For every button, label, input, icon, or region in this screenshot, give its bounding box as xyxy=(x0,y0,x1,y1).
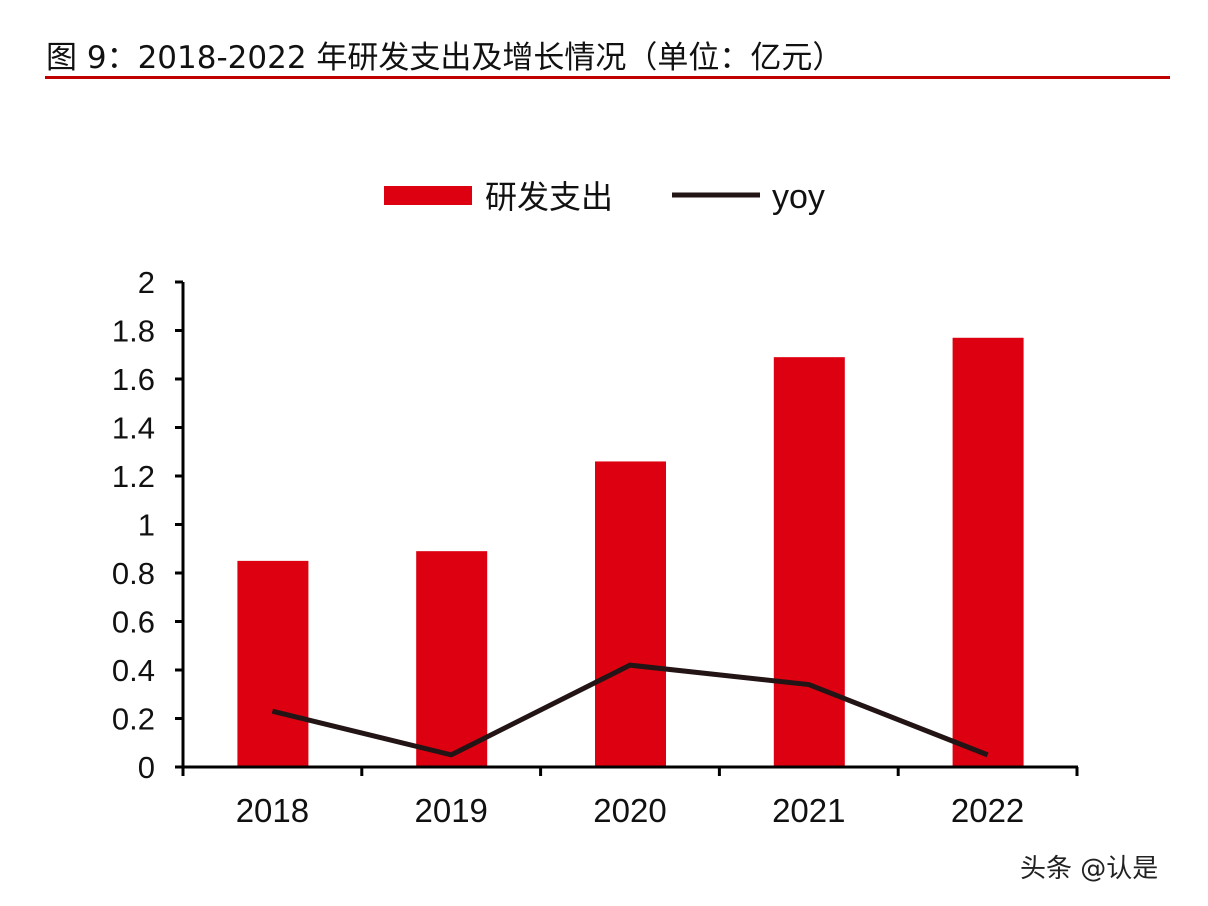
legend-line-label: yoy xyxy=(772,178,825,216)
y-tick-label: 0 xyxy=(138,750,155,785)
y-tick-label: 2 xyxy=(138,265,155,300)
x-tick-label: 2019 xyxy=(414,792,487,829)
y-tick-label: 0.8 xyxy=(112,556,155,591)
y-tick-label: 0.2 xyxy=(112,702,155,737)
y-tick-label: 1.4 xyxy=(112,411,155,446)
legend-bar-swatch xyxy=(384,186,472,205)
x-tick-label: 2021 xyxy=(772,792,845,829)
y-tick-label: 1.6 xyxy=(112,362,155,397)
y-tick-label: 0.6 xyxy=(112,605,155,640)
bar-2019 xyxy=(416,551,488,767)
bar-2021 xyxy=(773,357,845,767)
x-tick-label: 2020 xyxy=(593,792,666,829)
x-tick-label: 2022 xyxy=(951,792,1024,829)
x-tick-label: 2018 xyxy=(236,792,309,829)
y-tick-label: 0.4 xyxy=(112,653,155,688)
figure-title: 图 9：2018-2022 年研发支出及增长情况（单位：亿元） xyxy=(46,40,844,76)
y-tick-label: 1.2 xyxy=(112,459,155,494)
watermark: 头条 @认是 xyxy=(1020,854,1159,884)
y-tick-label: 1.8 xyxy=(112,314,155,349)
bar-2020 xyxy=(595,461,666,767)
bar-2018 xyxy=(237,560,309,767)
y-tick-label: 1 xyxy=(138,508,155,543)
title-rule xyxy=(45,76,1170,79)
legend-bar-label: 研发支出 xyxy=(485,178,613,216)
bar-2022 xyxy=(952,337,1024,767)
